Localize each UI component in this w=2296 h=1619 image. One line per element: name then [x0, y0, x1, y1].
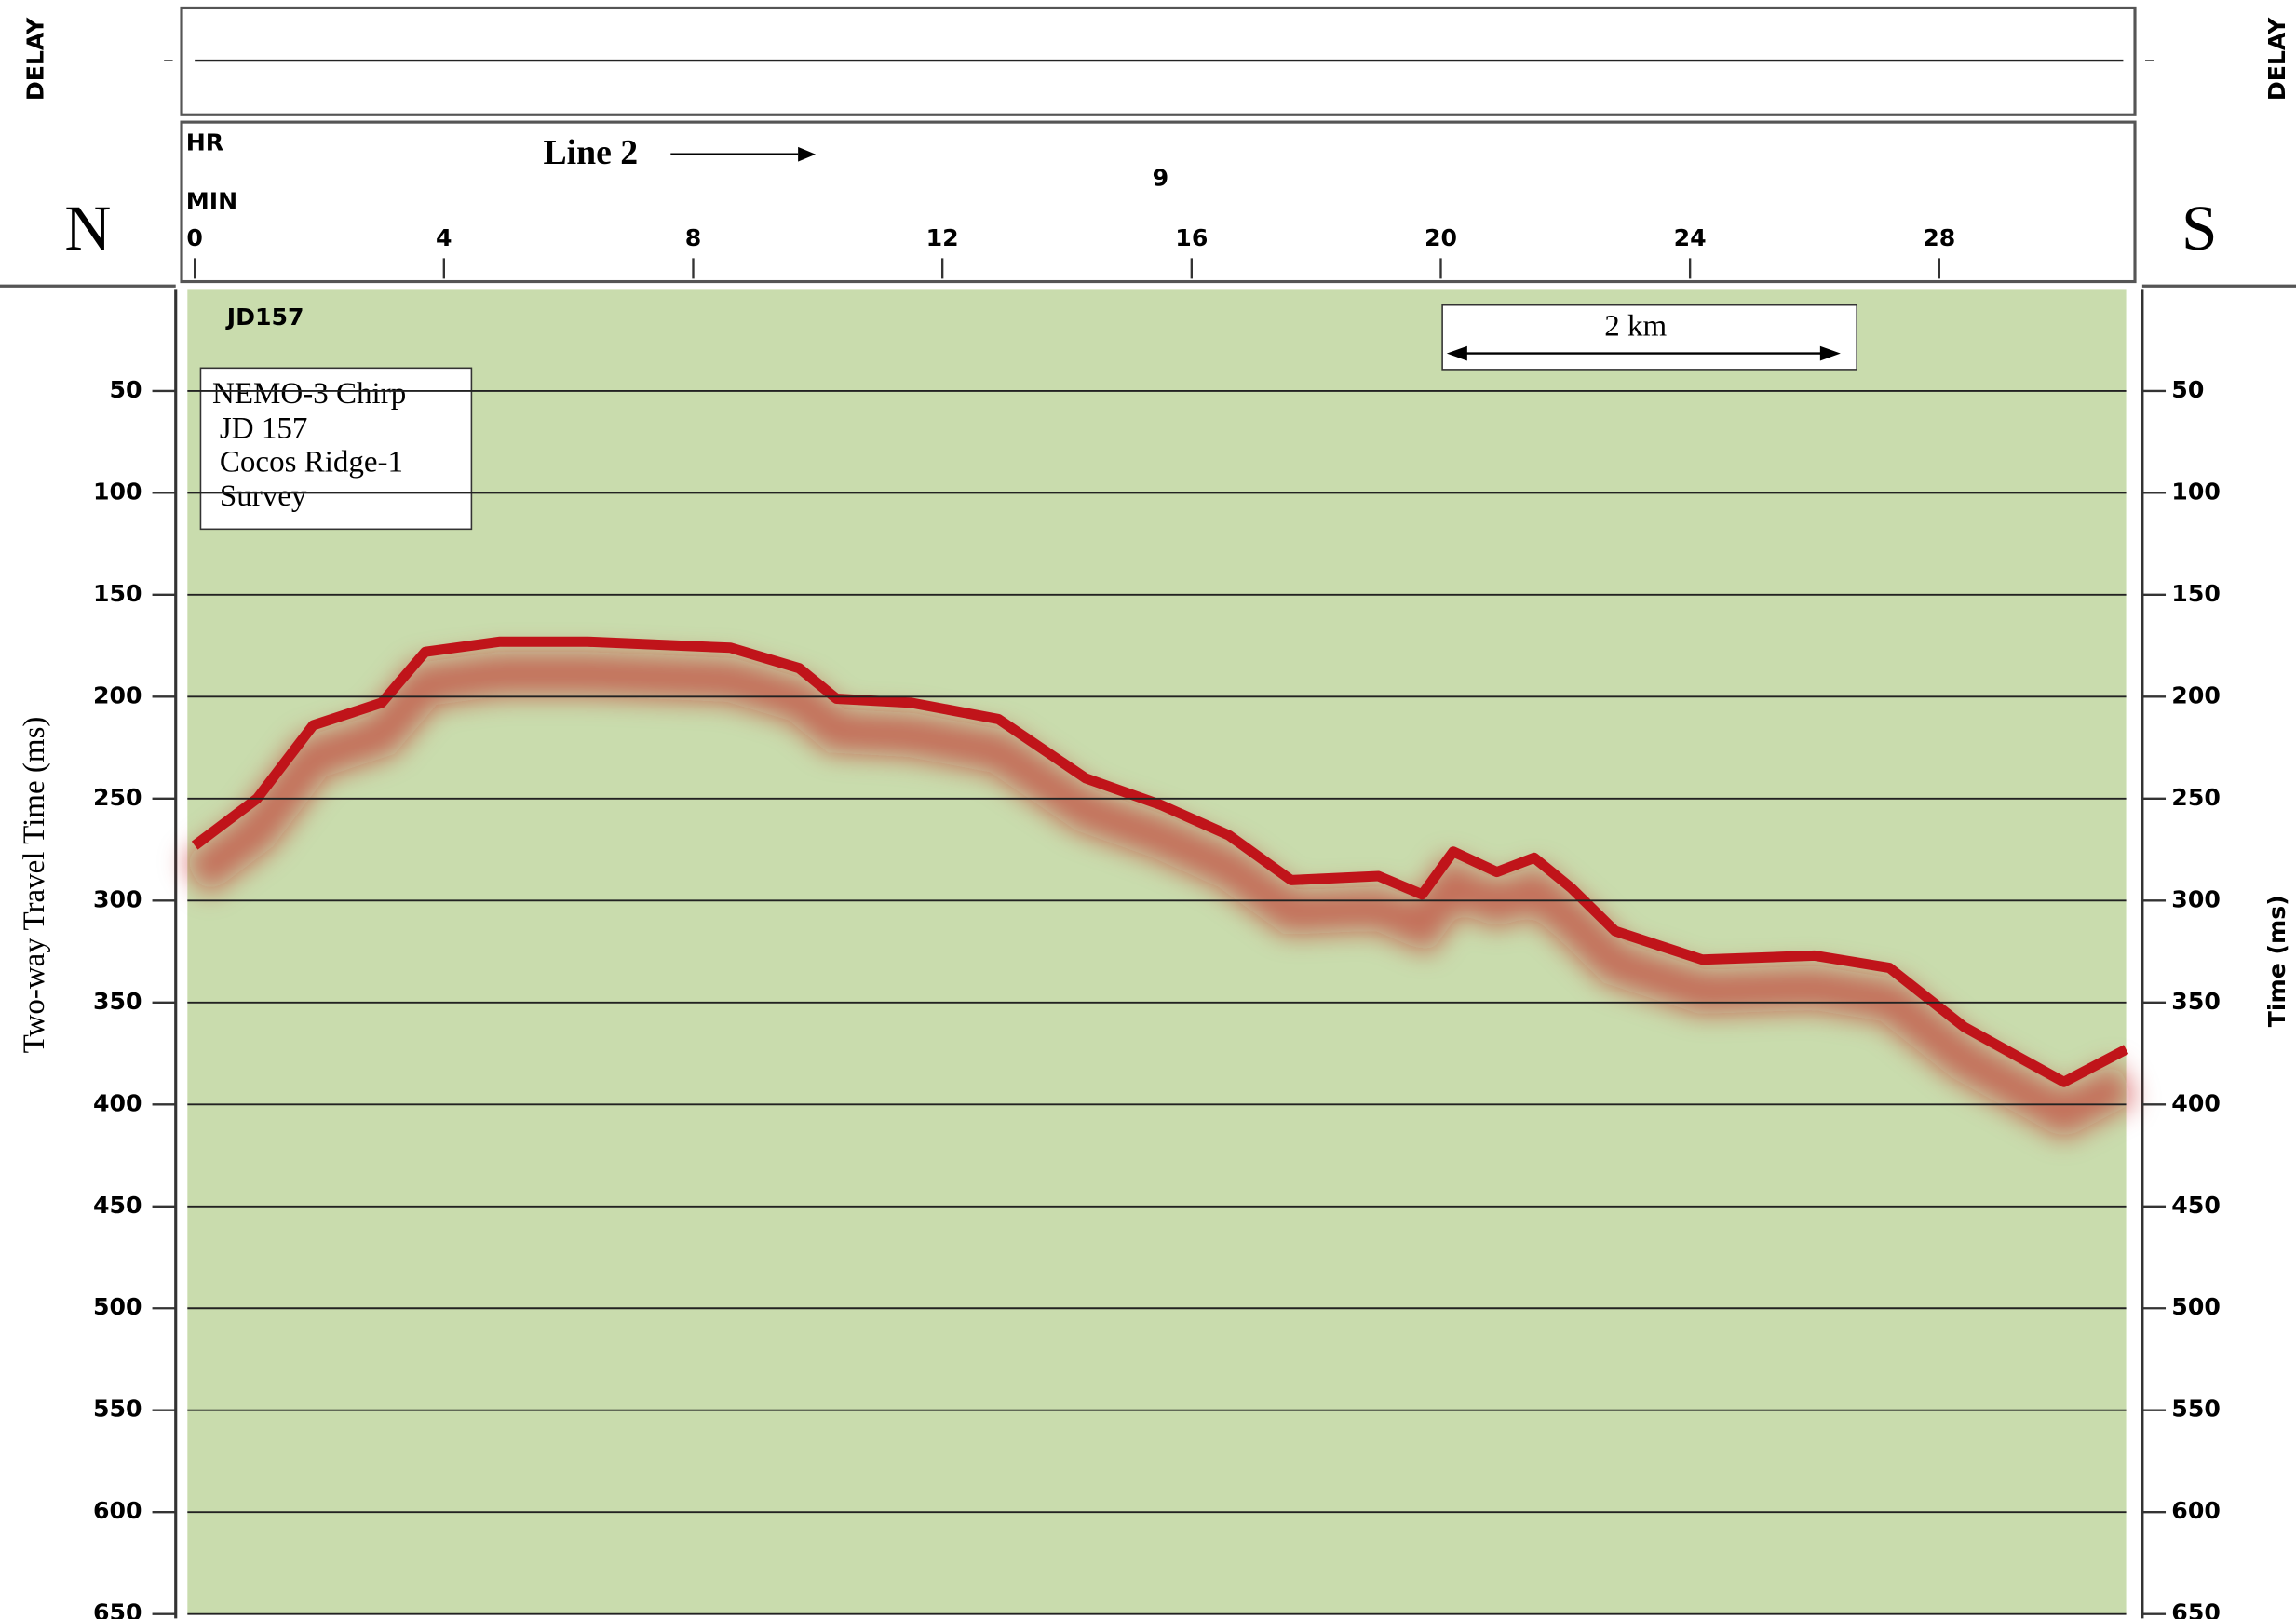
y2-tick-label: 200: [2171, 681, 2221, 708]
x-tick-label: 4: [436, 224, 452, 251]
x-tick-label: 0: [186, 224, 203, 251]
y2-tick-label: 550: [2171, 1396, 2221, 1423]
info-line: Survey: [220, 479, 307, 513]
line-arrowhead: [798, 146, 816, 162]
plot-area: [187, 289, 2127, 1614]
y2-tick-label: 150: [2171, 580, 2221, 607]
y-tick-label: 650: [93, 1599, 142, 1619]
info-line: Cocos Ridge-1: [220, 446, 403, 479]
scale-bar-arrowhead: [1819, 345, 1841, 361]
seafloor-reflector: [191, 636, 2129, 1087]
y2-axis-title: Time (ms): [2263, 895, 2290, 1027]
y-tick-label: 550: [93, 1396, 142, 1423]
y2-tick-label: 400: [2171, 1089, 2221, 1116]
info-box: [199, 367, 473, 531]
y2-tick-label: 250: [2171, 784, 2221, 811]
delay-label: DELAY: [2263, 17, 2290, 101]
y-tick-label: 300: [93, 885, 142, 912]
record-label: JD157: [225, 304, 304, 331]
y-tick-label: 200: [93, 681, 142, 708]
y2-tick-label: 450: [2171, 1192, 2221, 1219]
delay-label: DELAY: [21, 17, 48, 101]
scale-bar-arrowhead: [1446, 345, 1467, 361]
minute-axis-label: MIN: [186, 188, 237, 215]
y2-tick-label: 300: [2171, 885, 2221, 912]
x-tick-label: 8: [685, 224, 702, 251]
scale-bar-label: 2 km: [1604, 309, 1667, 343]
hour-label: 9: [1153, 164, 1169, 191]
y2-tick-label: 500: [2171, 1293, 2221, 1320]
info-line: JD 157: [220, 412, 307, 446]
x-tick-label: 12: [926, 224, 959, 251]
info-line: NEMO-3 Chirp: [212, 377, 406, 411]
y-tick-label: 50: [110, 376, 142, 403]
y2-tick-label: 600: [2171, 1497, 2221, 1524]
x-tick-label: 16: [1175, 224, 1208, 251]
y2-tick-label: 100: [2171, 478, 2221, 505]
x-tick-label: 20: [1425, 224, 1457, 251]
y-tick-label: 350: [93, 988, 142, 1015]
y2-tick-label: 350: [2171, 988, 2221, 1015]
x-tick-label: 28: [1923, 224, 1955, 251]
y2-tick-label: 50: [2171, 376, 2204, 403]
x-tick-label: 24: [1674, 224, 1707, 251]
y-axis-title: Two-way Travel Time (ms): [18, 717, 51, 1054]
line-label: Line 2: [543, 133, 638, 172]
y-tick-label: 600: [93, 1497, 142, 1524]
scale-bar-box: [1441, 304, 1857, 371]
direction-label: N: [64, 192, 111, 263]
y-tick-label: 150: [93, 580, 142, 607]
y-tick-label: 450: [93, 1192, 142, 1219]
y-tick-label: 400: [93, 1089, 142, 1116]
y-tick-label: 250: [93, 784, 142, 811]
hour-axis-label: HR: [186, 129, 223, 156]
y-tick-label: 500: [93, 1293, 142, 1320]
direction-label: S: [2181, 192, 2217, 263]
y2-tick-label: 650: [2171, 1599, 2221, 1619]
y-tick-label: 100: [93, 478, 142, 505]
reflector-halo: [181, 652, 2137, 1140]
time-header: [180, 120, 2137, 284]
